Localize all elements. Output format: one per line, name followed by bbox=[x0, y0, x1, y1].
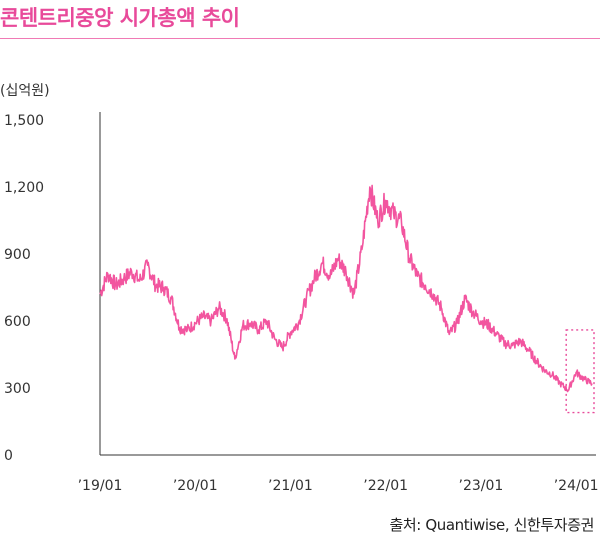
x-tick-labels: ’19/01 ’20/01 ’21/01 ’22/01 ’23/01 ’24/01 bbox=[78, 478, 599, 494]
x-tick-label: ’22/01 bbox=[363, 478, 408, 494]
series-group bbox=[99, 184, 593, 393]
y-axis-unit-label: (십억원) bbox=[0, 83, 50, 99]
x-tick-label: ’21/01 bbox=[268, 478, 313, 494]
y-tick-label: 600 bbox=[4, 314, 31, 330]
market-cap-series-line bbox=[99, 184, 593, 393]
x-tick-label: ’23/01 bbox=[459, 478, 504, 494]
x-tick-label: ’19/01 bbox=[78, 478, 123, 494]
title-underline bbox=[0, 38, 600, 39]
x-tick-label: ’24/01 bbox=[554, 478, 599, 494]
source-note: 출처: Quantiwise, 신한투자증권 bbox=[389, 516, 595, 534]
y-tick-label: 1,500 bbox=[4, 113, 44, 129]
axes bbox=[99, 112, 596, 456]
highlight-group bbox=[565, 329, 595, 414]
y-tick-label: 0 bbox=[4, 448, 13, 464]
x-tick-label: ’20/01 bbox=[173, 478, 218, 494]
y-tick-label: 900 bbox=[4, 247, 31, 263]
y-tick-labels: 0 300 600 900 1,200 1,500 bbox=[4, 113, 44, 464]
y-tick-label: 300 bbox=[4, 381, 31, 397]
y-tick-label: 1,200 bbox=[4, 180, 44, 196]
chart-title: 콘텐트리중앙 시가총액 추이 bbox=[0, 6, 240, 30]
highlight-box bbox=[565, 329, 595, 414]
